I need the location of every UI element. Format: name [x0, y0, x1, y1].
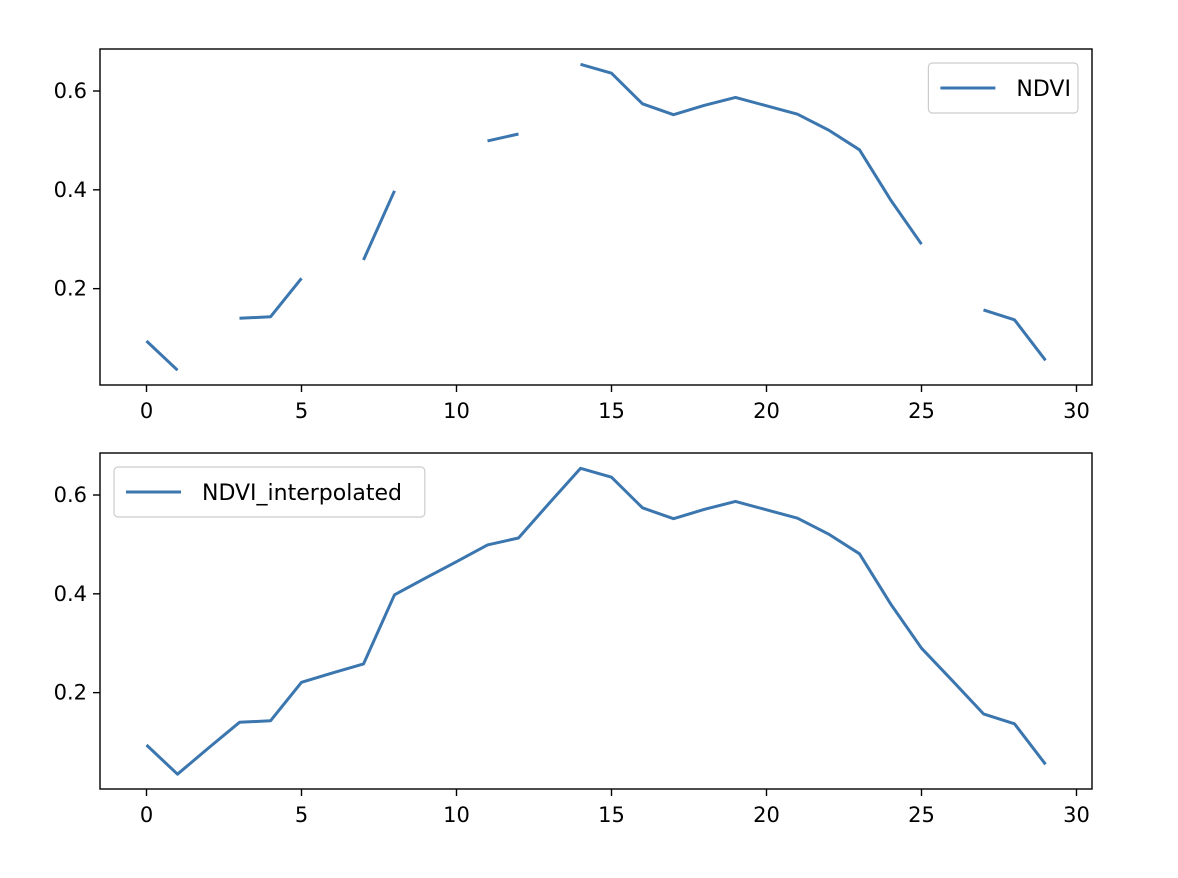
y-tick-label: 0.6 — [54, 79, 87, 103]
x-tick-label: 10 — [443, 803, 470, 827]
x-tick-label: 20 — [753, 399, 780, 423]
series-line-segment — [362, 190, 396, 261]
x-tick-label: 0 — [140, 803, 153, 827]
bottom-subplot: 0 5 10 15 20 25 30 0.2 0.4 0.6 NDVI_interpolated — [54, 452, 1093, 827]
x-tick-label: 30 — [1063, 399, 1090, 423]
x-tick-label: 25 — [908, 399, 935, 423]
y-tick-label: 0.6 — [54, 483, 87, 507]
legend: NDVI — [927, 62, 1079, 114]
x-tick-label: 20 — [753, 803, 780, 827]
x-tick-label: 15 — [598, 399, 625, 423]
series-line-segment — [580, 62, 923, 246]
top-subplot: 0 5 10 15 20 25 30 0.2 0.4 0.6 NDVI — [54, 48, 1093, 423]
x-tick-label: 25 — [908, 803, 935, 827]
x-tick-label: 5 — [295, 399, 308, 423]
x-tick-label: 0 — [140, 399, 153, 423]
legend-box — [927, 62, 1079, 114]
y-tick-label: 0.4 — [54, 582, 87, 606]
x-tick-label: 30 — [1063, 803, 1090, 827]
x-tick-label: 5 — [295, 803, 308, 827]
series-line-segment — [983, 308, 1047, 362]
y-tick-label: 0.2 — [54, 277, 87, 301]
legend-label: NDVI_interpolated — [202, 481, 402, 506]
legend-box — [113, 466, 426, 518]
series-line-segment — [145, 339, 179, 372]
legend-label: NDVI — [1016, 77, 1071, 102]
axes-frame — [99, 48, 1093, 386]
y-tick-label: 0.4 — [54, 178, 87, 202]
x-tick-label: 15 — [598, 803, 625, 827]
series-line-segment — [487, 132, 519, 143]
legend: NDVI_interpolated — [113, 466, 426, 518]
series-line-segment — [239, 277, 303, 320]
y-tick-label: 0.2 — [54, 681, 87, 705]
x-tick-label: 10 — [443, 399, 470, 423]
series-line-segment — [145, 466, 1047, 776]
axes-frame — [99, 452, 1093, 790]
